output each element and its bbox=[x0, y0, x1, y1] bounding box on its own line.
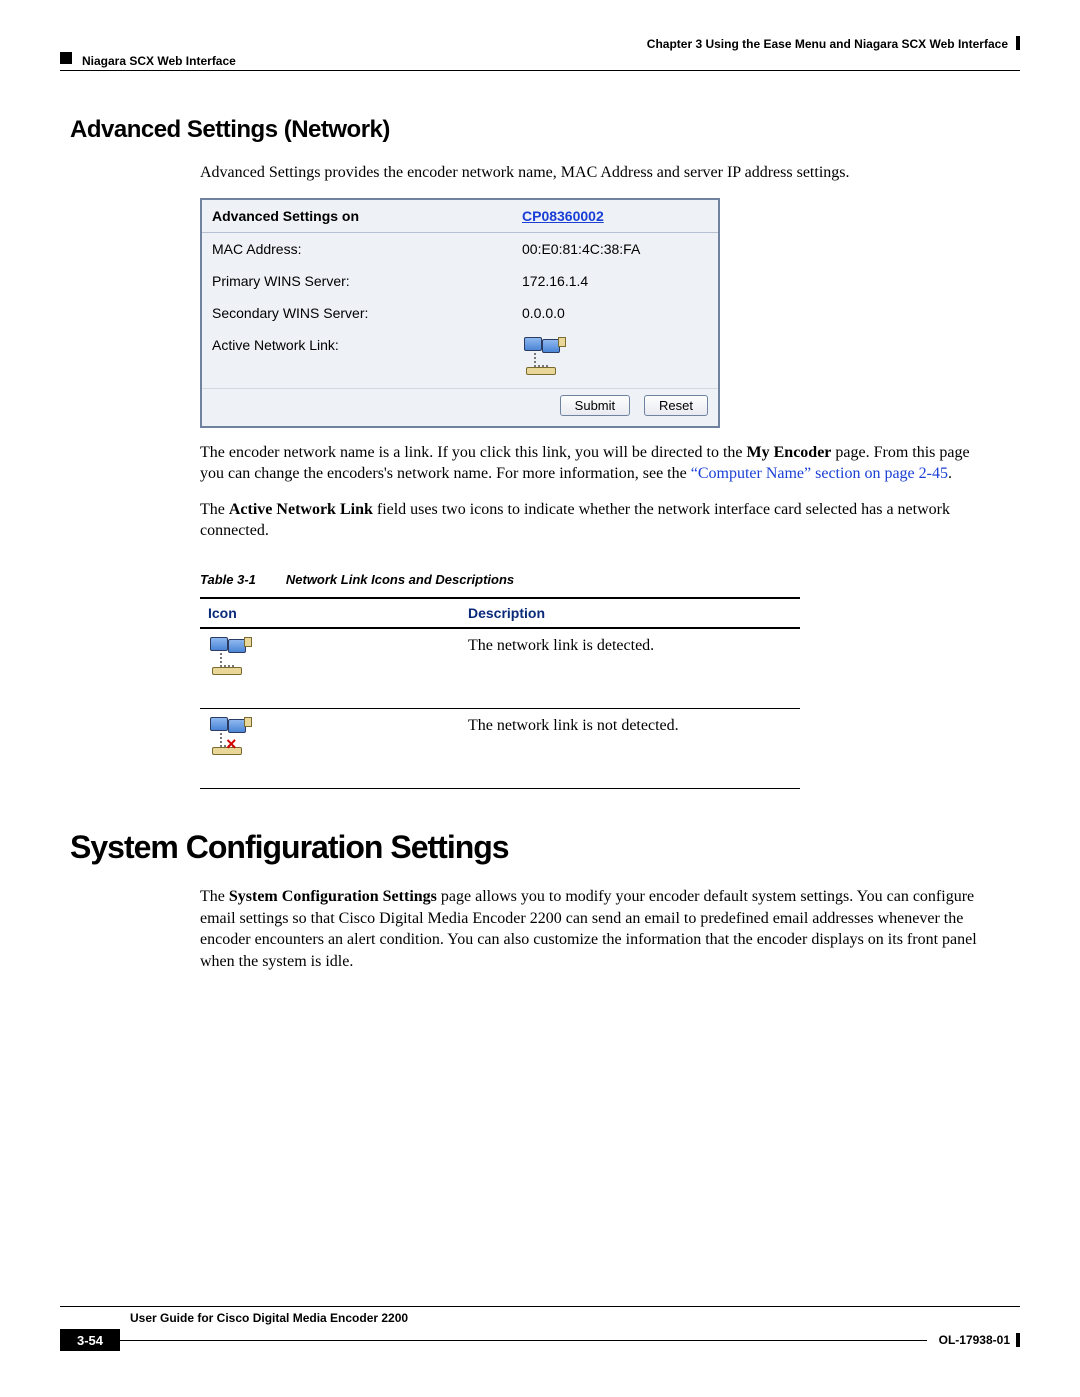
network-link-not-detected-icon: × bbox=[208, 717, 254, 757]
footer-page-number: 3-54 bbox=[60, 1329, 120, 1351]
table-header-description: Description bbox=[460, 598, 800, 628]
page-header: Chapter 3 Using the Ease Menu and Niagar… bbox=[60, 36, 1020, 72]
active-network-link-label: Active Network Link: bbox=[202, 329, 512, 388]
submit-button[interactable]: Submit bbox=[560, 395, 630, 416]
advanced-settings-panel: Advanced Settings on CP08360002 MAC Addr… bbox=[200, 198, 720, 428]
active-network-link-paragraph: The Active Network Link field uses two i… bbox=[200, 499, 990, 542]
network-link-detected-icon bbox=[522, 337, 568, 377]
secondary-wins-value: 0.0.0.0 bbox=[512, 297, 718, 329]
header-chapter: Chapter 3 Using the Ease Menu and Niagar… bbox=[647, 36, 1020, 51]
reset-button[interactable]: Reset bbox=[644, 395, 708, 416]
network-link-detected-icon bbox=[208, 637, 254, 677]
encoder-name-paragraph: The encoder network name is a link. If y… bbox=[200, 442, 990, 485]
encoder-name-link[interactable]: CP08360002 bbox=[522, 208, 604, 224]
secondary-wins-label: Secondary WINS Server: bbox=[202, 297, 512, 329]
network-link-icons-table: Icon Description The network link is det… bbox=[200, 597, 800, 789]
primary-wins-value: 172.16.1.4 bbox=[512, 265, 718, 297]
panel-title: Advanced Settings on bbox=[202, 200, 512, 232]
primary-wins-label: Primary WINS Server: bbox=[202, 265, 512, 297]
table-row: The network link is detected. bbox=[200, 628, 800, 709]
footer-book-title: User Guide for Cisco Digital Media Encod… bbox=[130, 1311, 1020, 1325]
system-configuration-heading: System Configuration Settings bbox=[70, 829, 990, 866]
header-chapter-text: Chapter 3 Using the Ease Menu and Niagar… bbox=[647, 37, 1008, 51]
table-row-description: The network link is not detected. bbox=[460, 708, 800, 788]
advanced-settings-intro: Advanced Settings provides the encoder n… bbox=[200, 162, 990, 184]
advanced-settings-heading: Advanced Settings (Network) bbox=[70, 116, 990, 144]
page-footer: User Guide for Cisco Digital Media Encod… bbox=[60, 1306, 1020, 1351]
table-row: × The network link is not detected. bbox=[200, 708, 800, 788]
table-row-description: The network link is detected. bbox=[460, 628, 800, 709]
header-section: Niagara SCX Web Interface bbox=[82, 54, 236, 68]
footer-doc-id: OL-17938-01 bbox=[939, 1333, 1010, 1347]
system-configuration-paragraph: The System Configuration Settings page a… bbox=[200, 886, 990, 972]
computer-name-xref-link[interactable]: “Computer Name” section on page 2-45 bbox=[691, 465, 948, 482]
mac-address-value: 00:E0:81:4C:38:FA bbox=[512, 233, 718, 265]
table-header-icon: Icon bbox=[200, 598, 460, 628]
mac-address-label: MAC Address: bbox=[202, 233, 512, 265]
table-caption: Table 3-1Network Link Icons and Descript… bbox=[200, 572, 990, 587]
